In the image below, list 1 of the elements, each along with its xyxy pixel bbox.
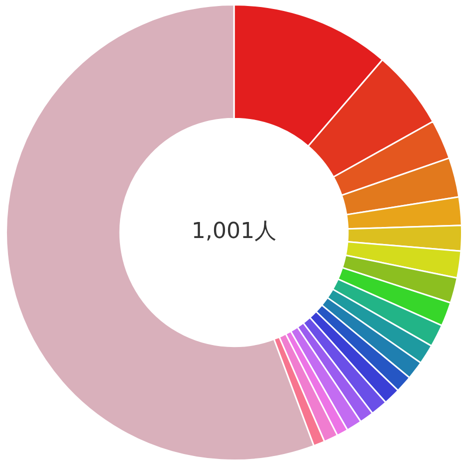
text: 1,001人 bbox=[192, 219, 276, 244]
